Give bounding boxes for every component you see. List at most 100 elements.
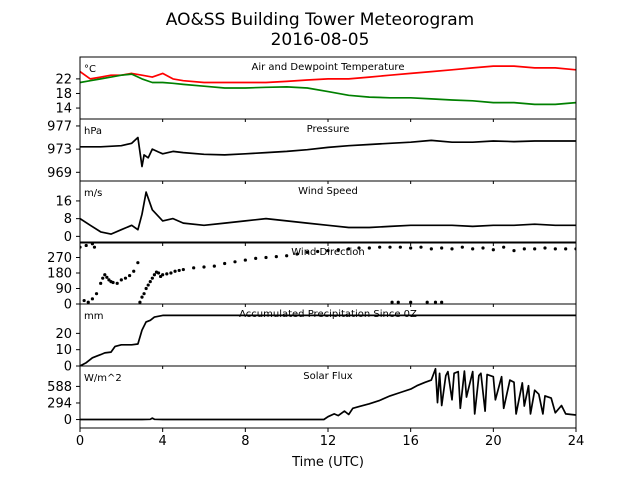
wind-direction-point bbox=[471, 247, 475, 251]
y-tick-label: 22 bbox=[55, 72, 72, 87]
panel-title: Wind Direction bbox=[291, 247, 365, 258]
panel-2-data bbox=[80, 191, 576, 235]
wind-direction-point bbox=[564, 247, 568, 251]
wind-direction-point bbox=[491, 248, 495, 252]
panel-unit-label: W/m^2 bbox=[84, 373, 122, 384]
wind-direction-point bbox=[440, 300, 444, 304]
wind-direction-point bbox=[522, 247, 526, 251]
wind-direction-point bbox=[254, 256, 258, 260]
wind-direction-point bbox=[181, 267, 185, 272]
y-tick-label: 14 bbox=[55, 102, 72, 117]
figure-title-line1: AO&SS Building Tower Meteorogram bbox=[166, 10, 474, 30]
wind-direction-point bbox=[161, 273, 165, 277]
wind-direction-point bbox=[433, 300, 438, 304]
y-tick-label: 973 bbox=[47, 143, 72, 158]
panel-title: Solar Flux bbox=[303, 371, 353, 382]
y-tick-label: 969 bbox=[47, 166, 72, 181]
y-tick-label: 0 bbox=[64, 413, 72, 428]
series-line-1-0 bbox=[80, 136, 576, 168]
panel-title: Pressure bbox=[307, 124, 350, 135]
wind-direction-point bbox=[150, 276, 154, 280]
panel-4-data bbox=[80, 314, 576, 366]
x-tick-label: 24 bbox=[568, 434, 585, 449]
wind-direction-point bbox=[481, 246, 485, 250]
wind-direction-point bbox=[295, 252, 299, 256]
panel-title: Wind Speed bbox=[298, 186, 358, 197]
y-tick-label: 294 bbox=[47, 396, 72, 411]
wind-direction-point bbox=[192, 266, 196, 270]
wind-direction-point bbox=[396, 300, 400, 304]
y-tick-label: 0 bbox=[64, 230, 72, 245]
wind-direction-point bbox=[132, 269, 136, 273]
panel-2: 0 8 16 m/s Wind Speed bbox=[55, 180, 577, 246]
wind-direction-point bbox=[128, 273, 132, 278]
wind-direction-point bbox=[357, 246, 361, 250]
x-tick-label: 4 bbox=[159, 434, 167, 449]
wind-direction-point bbox=[105, 275, 109, 279]
wind-direction-point bbox=[173, 269, 177, 273]
y-tick-label: 20 bbox=[55, 327, 72, 342]
wind-direction-point bbox=[347, 247, 351, 251]
wind-direction-point bbox=[460, 245, 464, 249]
wind-direction-point bbox=[177, 268, 181, 273]
x-tick-label: 16 bbox=[402, 434, 419, 449]
wind-direction-point bbox=[152, 273, 156, 277]
y-tick-label: 180 bbox=[47, 267, 72, 282]
series-line-0-1 bbox=[80, 73, 576, 106]
wind-direction-point bbox=[212, 264, 216, 268]
wind-direction-point bbox=[142, 292, 146, 296]
panel-1: 969 973 977 hPa Pressure bbox=[47, 118, 577, 184]
y-tick-label: 270 bbox=[47, 251, 72, 266]
wind-direction-point bbox=[553, 247, 557, 251]
wind-direction-point bbox=[82, 298, 86, 303]
wind-direction-point bbox=[169, 271, 173, 275]
wind-direction-point bbox=[409, 246, 413, 250]
wind-direction-point bbox=[156, 271, 161, 275]
y-tick-label: 18 bbox=[55, 87, 72, 102]
wind-direction-point bbox=[148, 280, 152, 284]
panel-unit-label: hPa bbox=[84, 126, 102, 137]
y-tick-label: 90 bbox=[55, 282, 72, 297]
x-axis-label: Time (UTC) bbox=[291, 455, 364, 470]
wind-direction-point bbox=[305, 250, 309, 254]
wind-direction-point bbox=[90, 297, 94, 301]
x-tick-label: 0 bbox=[76, 434, 84, 449]
panel-unit-label: m/s bbox=[84, 188, 102, 199]
panel-5-data bbox=[80, 367, 576, 421]
wind-direction-point bbox=[502, 245, 506, 249]
figure-title-line2: 2016-08-05 bbox=[271, 30, 370, 50]
wind-direction-point bbox=[512, 249, 516, 253]
y-tick-label: 10 bbox=[55, 343, 72, 358]
wind-direction-point bbox=[90, 242, 94, 246]
wind-direction-point bbox=[243, 258, 247, 262]
wind-direction-point bbox=[429, 247, 433, 251]
wind-direction-point bbox=[86, 300, 90, 304]
wind-direction-point bbox=[146, 283, 150, 287]
y-tick-label: 0 bbox=[64, 298, 72, 313]
x-tick-label: 20 bbox=[485, 434, 502, 449]
wind-direction-point bbox=[316, 249, 320, 254]
panel-1-data bbox=[80, 136, 576, 168]
panel-title: Accumulated Precipitation Since 0Z bbox=[239, 309, 417, 320]
wind-direction-point bbox=[367, 246, 371, 250]
wind-direction-point bbox=[419, 245, 423, 249]
wind-direction-point bbox=[409, 300, 413, 304]
series-line-2-0 bbox=[80, 191, 576, 235]
y-tick-label: 977 bbox=[47, 119, 72, 134]
series-line-5-0 bbox=[80, 367, 576, 421]
wind-direction-point bbox=[533, 247, 537, 251]
y-tick-label: 8 bbox=[64, 212, 72, 227]
wind-direction-point bbox=[94, 292, 99, 296]
wind-direction-point bbox=[223, 261, 227, 266]
wind-direction-point bbox=[103, 273, 107, 277]
wind-direction-point bbox=[138, 300, 142, 304]
wind-direction-point bbox=[101, 276, 105, 280]
wind-direction-point bbox=[115, 281, 119, 285]
panel-unit-label: mm bbox=[84, 311, 103, 322]
wind-direction-point bbox=[390, 300, 394, 304]
